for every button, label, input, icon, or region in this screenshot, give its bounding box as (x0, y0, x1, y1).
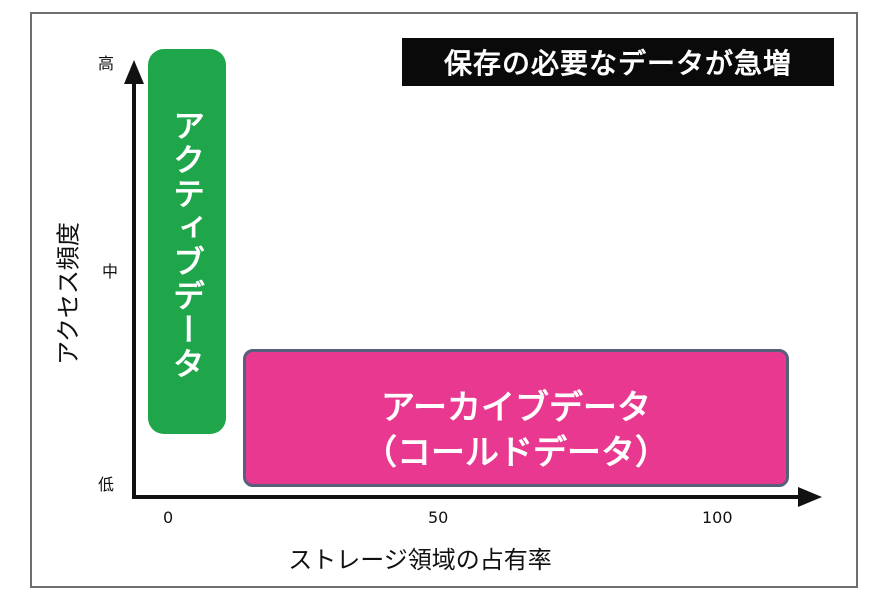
x-tick-100: 100 (702, 508, 733, 527)
cold-data-label: （コールドデータ） (363, 433, 669, 473)
x-axis-arrow (798, 487, 822, 507)
y-axis-arrow (124, 60, 144, 84)
title-banner: 保存の必要なデータが急増 (402, 38, 834, 86)
active-data-box: アクティブデータ (148, 49, 226, 434)
x-tick-50: 50 (428, 508, 449, 527)
y-tick-mid: 中 (102, 262, 119, 281)
x-tick-0: 0 (163, 508, 174, 527)
archive-data-label: アーカイブデータ (381, 388, 651, 428)
active-data-label: アクティブデータ (168, 109, 206, 381)
y-tick-high: 高 (98, 54, 115, 73)
y-tick-low: 低 (98, 475, 115, 494)
archive-data-box: アーカイブデータ （コールドデータ） (243, 349, 789, 487)
x-axis-label: ストレージ領域の占有率 (288, 546, 552, 574)
y-axis-label-text: アクセス頻度 (54, 222, 83, 365)
